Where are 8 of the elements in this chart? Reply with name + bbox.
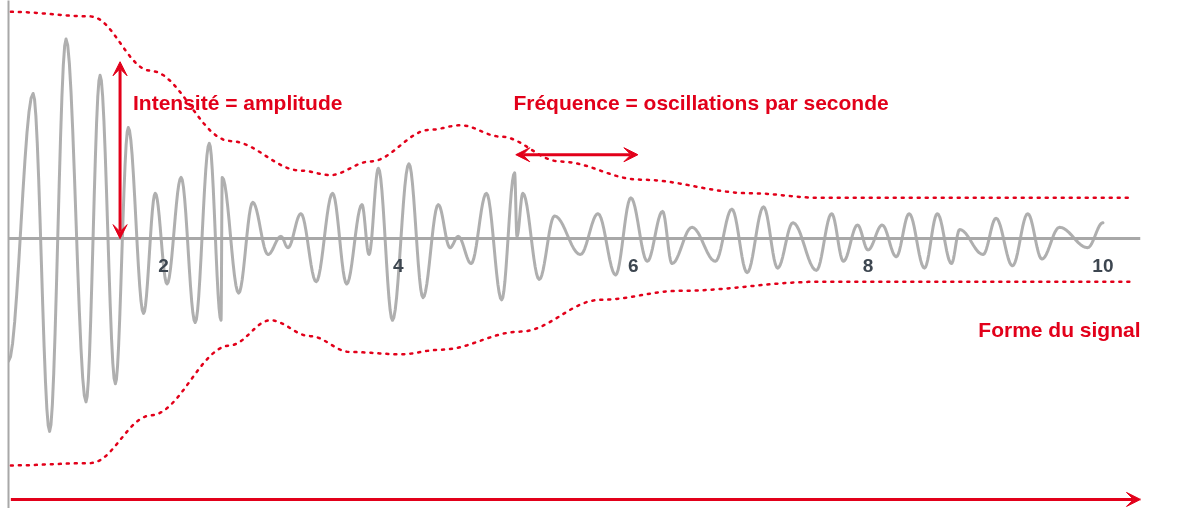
x-tick-label: 8 [862,254,874,276]
x-tick-label: 6 [627,254,639,276]
annotation: Intensité = amplitude [132,91,343,115]
x-tick-label: 2 [158,254,169,276]
x-tick-label: 4 [393,254,405,276]
annotation: Fréquence = oscillations par seconde [513,91,889,115]
annotation: Forme du signal [978,317,1141,341]
x-tick-label: 10 [1092,254,1114,276]
